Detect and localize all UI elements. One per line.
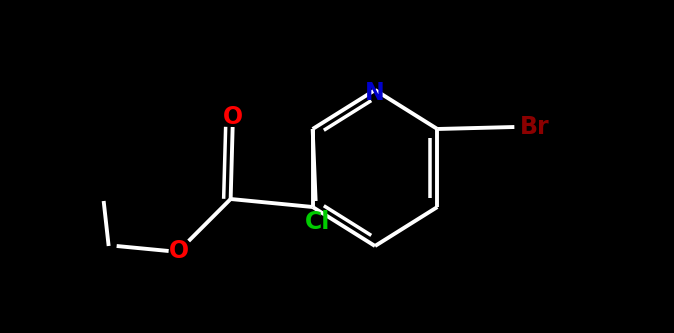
Text: Br: Br [520,115,549,139]
Text: O: O [222,105,243,129]
Text: O: O [168,239,189,263]
Text: N: N [365,81,385,105]
Text: Cl: Cl [305,210,330,234]
